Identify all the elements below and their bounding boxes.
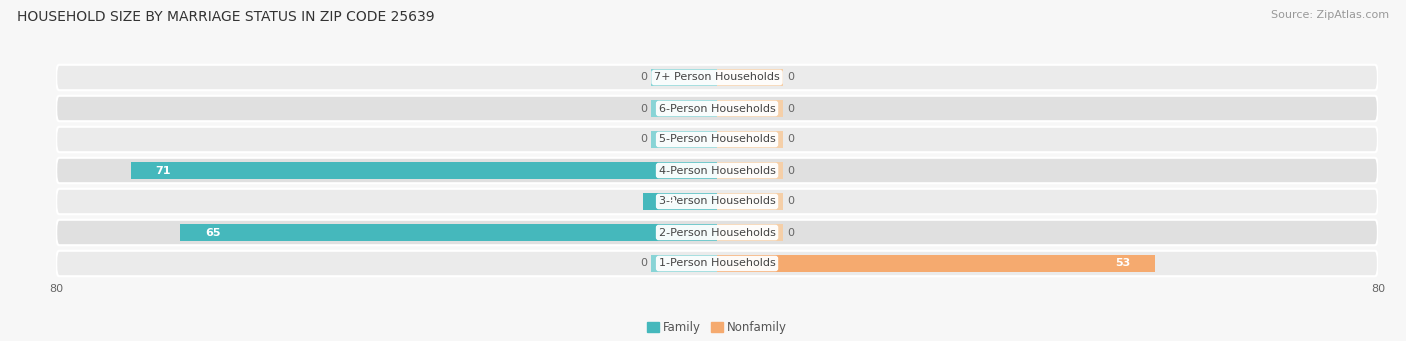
Text: 0: 0 xyxy=(787,196,794,207)
FancyBboxPatch shape xyxy=(56,65,1378,90)
Bar xyxy=(651,70,717,86)
Text: 1-Person Households: 1-Person Households xyxy=(658,258,776,268)
Text: 0: 0 xyxy=(787,104,794,114)
Bar xyxy=(651,255,717,271)
Text: 0: 0 xyxy=(787,73,794,83)
Bar xyxy=(717,131,783,148)
Bar xyxy=(651,131,717,148)
Bar xyxy=(651,193,717,210)
Text: 71: 71 xyxy=(156,165,172,176)
Text: 53: 53 xyxy=(1115,258,1130,268)
Bar xyxy=(643,193,717,210)
Text: 6-Person Households: 6-Person Households xyxy=(658,104,776,114)
Text: Source: ZipAtlas.com: Source: ZipAtlas.com xyxy=(1271,10,1389,20)
FancyBboxPatch shape xyxy=(56,158,1378,183)
Text: 0: 0 xyxy=(640,258,647,268)
Text: 4-Person Households: 4-Person Households xyxy=(658,165,776,176)
FancyBboxPatch shape xyxy=(56,96,1378,121)
Legend: Family, Nonfamily: Family, Nonfamily xyxy=(643,317,792,339)
Text: 7+ Person Households: 7+ Person Households xyxy=(654,73,780,83)
Text: 0: 0 xyxy=(787,165,794,176)
Text: HOUSEHOLD SIZE BY MARRIAGE STATUS IN ZIP CODE 25639: HOUSEHOLD SIZE BY MARRIAGE STATUS IN ZIP… xyxy=(17,10,434,24)
Text: 9: 9 xyxy=(668,196,675,207)
FancyBboxPatch shape xyxy=(56,220,1378,245)
Text: 0: 0 xyxy=(640,73,647,83)
Text: 5-Person Households: 5-Person Households xyxy=(658,134,776,145)
FancyBboxPatch shape xyxy=(56,189,1378,214)
Bar xyxy=(651,162,717,179)
Bar xyxy=(180,224,717,240)
Bar xyxy=(131,162,717,179)
Bar xyxy=(717,162,783,179)
Text: 0: 0 xyxy=(787,134,794,145)
Bar xyxy=(717,224,783,240)
Text: 0: 0 xyxy=(787,227,794,237)
Bar xyxy=(651,101,717,117)
Text: 3-Person Households: 3-Person Households xyxy=(658,196,776,207)
Bar xyxy=(717,255,1154,271)
Bar xyxy=(717,255,783,271)
Bar xyxy=(651,224,717,240)
Text: 0: 0 xyxy=(640,134,647,145)
Bar xyxy=(717,193,783,210)
Text: 65: 65 xyxy=(205,227,221,237)
Bar xyxy=(717,70,783,86)
Text: 0: 0 xyxy=(640,104,647,114)
Text: 2-Person Households: 2-Person Households xyxy=(658,227,776,237)
Bar xyxy=(717,101,783,117)
FancyBboxPatch shape xyxy=(56,251,1378,276)
FancyBboxPatch shape xyxy=(56,127,1378,152)
